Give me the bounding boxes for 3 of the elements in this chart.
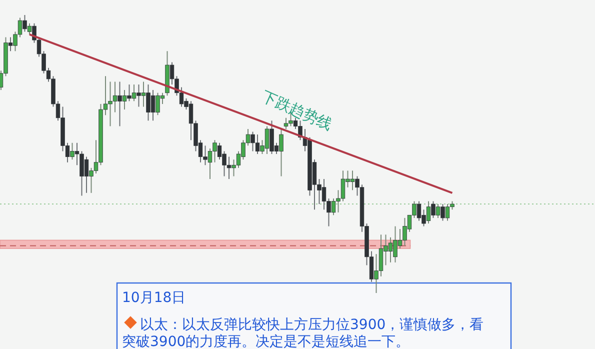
annotation: 下跌趋势线 [259,87,335,134]
text: 以太：以太反弹比较快上方压力位3900，谨慎做多，看突破3900的力度再。决定是不是短线追一下。 [122,317,484,349]
annotation: 10月18日 [122,290,186,306]
